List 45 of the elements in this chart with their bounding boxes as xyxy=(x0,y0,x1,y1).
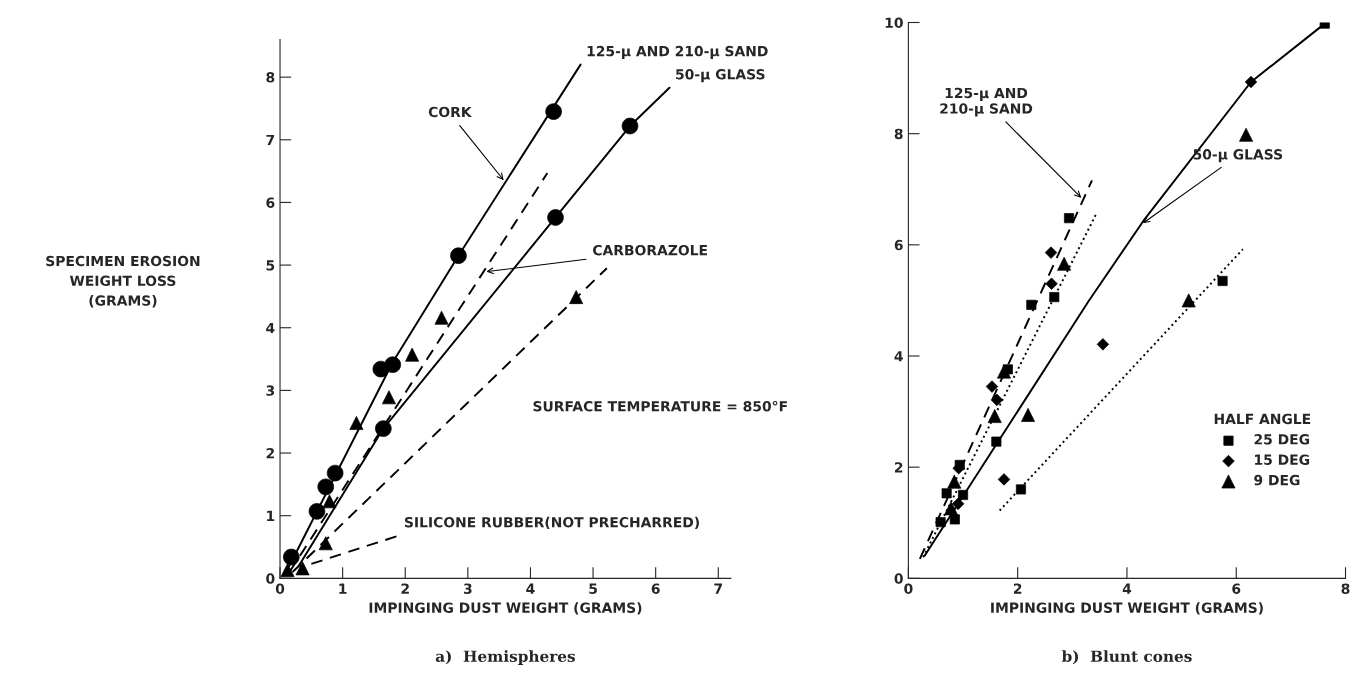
y-tick-label: 8 xyxy=(266,72,275,83)
x-tick-label: 7 xyxy=(714,583,723,594)
annotation: 125-μ AND 210-μ SAND xyxy=(940,87,1033,117)
x-tick-label: 4 xyxy=(1122,583,1132,594)
y-tick-label: 6 xyxy=(266,197,275,208)
text: b) Blunt cones xyxy=(1061,650,1192,665)
x-tick-label: 4 xyxy=(526,583,535,594)
x-tick-label: 1 xyxy=(339,583,347,594)
annotation: CARBORAZOLE xyxy=(593,244,707,256)
series-label: 125-μ AND 210-μ SAND xyxy=(587,45,768,60)
y-tick-label: 0 xyxy=(266,573,275,584)
text: a) Hemispheres xyxy=(435,650,575,665)
x-tick-label: 2 xyxy=(401,583,409,594)
y-tick-label: 2 xyxy=(266,448,274,459)
y-tick-label: 5 xyxy=(266,260,275,271)
y-tick-label: 7 xyxy=(266,134,275,146)
y-tick-label: 2 xyxy=(894,462,903,473)
y-tick-label: 4 xyxy=(894,351,903,362)
annotation: 50-μ GLASS xyxy=(1193,149,1283,163)
x-tick-label: 0 xyxy=(275,583,285,594)
x-tick-label: 0 xyxy=(904,583,913,594)
x-tick-label: 3 xyxy=(463,583,472,594)
legend-title: HALF ANGLE xyxy=(1214,413,1311,425)
x-axis-title: IMPINGING DUST WEIGHT (GRAMS) xyxy=(991,602,1263,615)
x-tick-label: 6 xyxy=(1232,583,1241,594)
y-axis-title: SPECIMEN EROSION WEIGHT LOSS (GRAMS) xyxy=(46,255,200,308)
y-tick-label: 0 xyxy=(894,573,903,584)
series-label: SILICONE RUBBER(NOT PRECHARRED) xyxy=(404,516,699,530)
legend-label: 9 DEG xyxy=(1254,474,1300,486)
y-tick-label: 4 xyxy=(266,322,275,334)
y-tick-label: 10 xyxy=(885,17,903,28)
annotation: SURFACE TEMPERATURE = 850°F xyxy=(533,400,787,412)
x-tick-label: 8 xyxy=(1341,583,1350,594)
y-tick-label: 1 xyxy=(267,510,275,521)
legend-label: 25 DEG xyxy=(1254,434,1310,445)
legend-label: 15 DEG xyxy=(1255,454,1310,465)
y-tick-label: 3 xyxy=(266,385,275,396)
x-tick-label: 5 xyxy=(589,583,597,594)
y-tick-label: 6 xyxy=(894,239,903,251)
y-tick-label: 8 xyxy=(894,128,903,140)
series-label: 50-μ GLASS xyxy=(676,69,765,83)
x-tick-label: 6 xyxy=(651,583,660,594)
x-tick-label: 2 xyxy=(1013,583,1022,594)
annotation: CORK xyxy=(428,106,473,118)
x-axis-title: IMPINGING DUST WEIGHT (GRAMS) xyxy=(369,602,642,615)
